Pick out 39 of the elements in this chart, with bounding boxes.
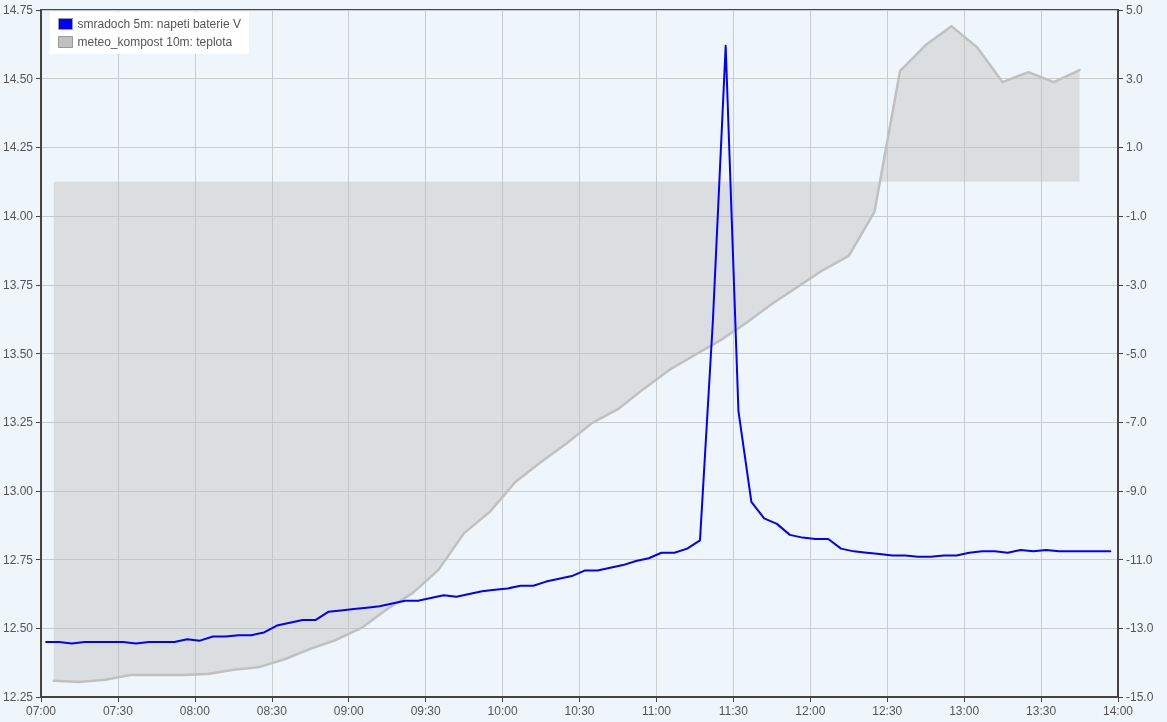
x-tick-label: 12:00	[795, 704, 826, 718]
y-tick-label: 13.50	[3, 346, 34, 361]
y2-tick-label: -1.0	[1126, 209, 1147, 224]
x-tick-label: 11:30	[718, 704, 749, 718]
y-tick-label: 13.75	[3, 277, 34, 292]
x-tick-label: 10:00	[487, 704, 518, 718]
x-tick-label: 14:00	[1102, 704, 1134, 718]
x-tick-label: 11:00	[641, 704, 672, 718]
y2-tick-label: -9.0	[1126, 483, 1147, 498]
y2-tick-label: -5.0	[1126, 346, 1147, 361]
y-tick-label: 12.25	[3, 690, 34, 704]
y-tick-label: 14.00	[3, 209, 34, 224]
y-tick-label: 14.75	[3, 3, 34, 17]
x-tick-label: 08:30	[256, 704, 288, 718]
x-tick-label: 08:00	[179, 704, 211, 718]
y-tick-label: 12.75	[3, 552, 34, 567]
x-tick-label: 13:30	[1026, 704, 1057, 718]
y2-tick-label: -15.0	[1126, 690, 1154, 704]
x-tick-label: 07:30	[102, 704, 134, 718]
legend-label: meteo_kompost 10m: teplota	[77, 35, 233, 49]
y2-tick-label: 3.0	[1126, 71, 1144, 86]
legend-label: smradoch 5m: napeti baterie V	[77, 17, 241, 31]
x-tick-label: 09:00	[333, 704, 365, 718]
y-tick-label: 12.50	[3, 621, 34, 636]
y-tick-label: 13.00	[3, 483, 34, 498]
x-tick-label: 07:00	[26, 704, 57, 718]
y2-tick-label: -11.0	[1126, 552, 1153, 567]
y2-tick-label: 1.0	[1126, 140, 1144, 155]
x-tick-label: 12:30	[872, 704, 903, 718]
x-tick-label: 10:30	[564, 704, 595, 718]
y-tick-label: 14.50	[3, 71, 34, 86]
x-tick-label: 13:00	[949, 704, 980, 718]
y2-tick-label: -13.0	[1126, 621, 1154, 636]
y-tick-label: 13.25	[3, 415, 34, 430]
y2-tick-label: -7.0	[1126, 415, 1147, 430]
y2-tick-label: 5.0	[1126, 3, 1144, 17]
y-tick-label: 14.25	[3, 140, 34, 155]
y2-tick-label: -3.0	[1126, 277, 1147, 292]
x-tick-label: 09:30	[410, 704, 441, 718]
